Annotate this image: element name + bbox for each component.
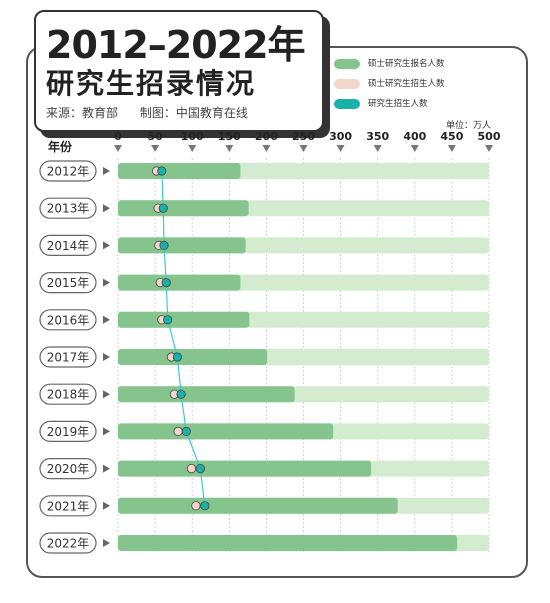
applicants-bar [118, 349, 268, 365]
chart-subtitle: 研究生招录情况 [46, 67, 257, 100]
x-tick-marker [225, 145, 234, 152]
chart-title: 2012–2022年 [46, 23, 306, 67]
grad-enrollment-point [172, 352, 182, 362]
applicants-bar [118, 274, 241, 291]
legend-swatch [334, 59, 360, 69]
grad-enrollment-point [200, 501, 210, 511]
x-tick-marker [114, 145, 122, 152]
applicants-bar [118, 386, 295, 403]
title-box: 2012–2022年 研究生招录情况 来源：教育部 制图：中国教育在线 [34, 10, 324, 132]
legend-item-grad-enrollment: 研究生招生人数 [330, 96, 516, 112]
year-label: 2021年 [47, 499, 90, 513]
year-label: 2020年 [47, 462, 90, 476]
x-tick-label: 300 [329, 130, 352, 143]
year-label: 2017年 [47, 351, 90, 365]
x-tick-label: 500 [478, 130, 501, 143]
x-tick-label: 100 [181, 130, 204, 143]
x-tick-label: 150 [218, 130, 241, 143]
year-pointer [103, 315, 110, 324]
legend: 硕士研究生报名人数 硕士研究生招生人数 研究生招生人数 [330, 56, 516, 116]
year-label: 2018年 [47, 388, 90, 402]
x-tick-label: 350 [366, 130, 389, 143]
applicants-bar [118, 311, 250, 328]
year-pointer [103, 501, 110, 510]
grad-enrollment-point [163, 315, 173, 325]
grad-enrollment-point [161, 277, 171, 288]
applicants-bar [118, 163, 241, 179]
x-tick-marker [188, 145, 197, 152]
grad-enrollment-point [176, 389, 186, 399]
x-tick-marker [151, 145, 160, 152]
year-label: 2013年 [47, 202, 90, 216]
applicants-bar [118, 423, 334, 440]
year-pill [39, 346, 97, 368]
x-tick-marker [373, 145, 382, 152]
year-label: 2019年 [47, 425, 90, 439]
x-tick-label: 450 [440, 130, 463, 143]
year-label: 2022年 [47, 537, 90, 551]
year-pill [39, 309, 97, 331]
year-pointer [103, 353, 110, 361]
grad-enrollment-line [161, 170, 206, 506]
year-pointer [103, 464, 110, 473]
grad-enrollment-point [159, 240, 169, 250]
x-tick-marker [485, 145, 493, 152]
year-pill [39, 420, 97, 442]
x-tick-marker [299, 145, 308, 152]
applicants-bar [118, 460, 372, 477]
year-label: 2016年 [47, 313, 90, 327]
year-pill [39, 160, 97, 182]
legend-item-masters-enrollment: 硕士研究生招生人数 [330, 76, 516, 92]
applicants-bar [118, 237, 246, 254]
applicants-bar [118, 535, 458, 551]
applicants-bar [118, 497, 398, 514]
grad-enrollment-point [181, 426, 191, 436]
year-pill [39, 495, 97, 517]
legend-swatch [334, 79, 360, 89]
applicants-bar [118, 200, 249, 217]
year-pointer [103, 539, 110, 547]
x-tick-marker [447, 145, 456, 152]
year-pill [39, 272, 97, 294]
grad-enrollment-point [195, 463, 205, 474]
masters-enrollment-point [186, 463, 197, 474]
year-pointer [103, 241, 110, 250]
grad-enrollment-point [157, 166, 167, 176]
legend-item-applicants: 硕士研究生报名人数 [330, 56, 516, 72]
source-text: 来源：教育部 [46, 106, 119, 120]
year-pointer [103, 204, 110, 213]
year-pill [39, 234, 97, 256]
year-pointer [103, 390, 110, 399]
credit-text: 制图：中国教育在线 [139, 106, 248, 120]
legend-label: 硕士研究生招生人数 [368, 79, 445, 89]
masters-enrollment-point [191, 501, 201, 511]
masters-enrollment-point [173, 426, 183, 436]
year-pointer [103, 167, 110, 175]
x-tick-marker [262, 145, 271, 152]
year-label: 2014年 [47, 239, 90, 253]
x-tick-label: 200 [255, 130, 278, 143]
year-pill [39, 458, 97, 480]
year-pointer [103, 278, 110, 287]
x-tick-label: 0 [114, 130, 122, 143]
year-pill [39, 532, 97, 554]
grad-enrollment-point [158, 203, 168, 213]
year-pointer [103, 427, 110, 436]
legend-swatch [334, 99, 360, 109]
x-tick-label: 400 [403, 130, 426, 143]
source-line: 来源：教育部 制图：中国教育在线 [46, 104, 266, 121]
year-label: 2015年 [47, 276, 90, 290]
x-tick-marker [410, 145, 419, 152]
x-tick-label: 250 [292, 130, 315, 143]
legend-label: 硕士研究生报名人数 [368, 59, 445, 69]
year-pill [39, 383, 97, 405]
year-pill [39, 197, 97, 219]
x-tick-marker [336, 145, 345, 152]
unit-label: 单位：万人 [446, 121, 492, 131]
legend-label: 研究生招生人数 [368, 99, 428, 109]
x-tick-label: 50 [147, 130, 163, 143]
year-axis-header: 年份 [48, 140, 73, 154]
year-label: 2012年 [47, 165, 90, 179]
